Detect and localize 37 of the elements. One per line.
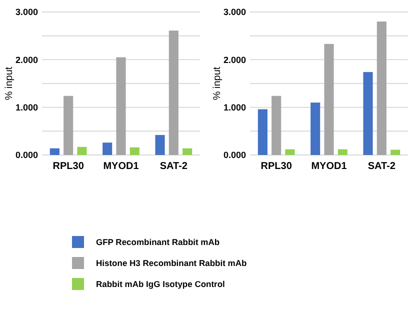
- bar: [130, 147, 140, 155]
- x-tick-label: MYOD1: [311, 161, 348, 172]
- bar: [182, 148, 192, 155]
- legend-label: Histone H3 Recombinant Rabbit mAb: [96, 258, 247, 268]
- y-tick-label: 0.000: [223, 150, 246, 160]
- legend-label: Rabbit mAb IgG Isotype Control: [96, 278, 225, 289]
- bar: [168, 30, 178, 155]
- y-tick-label: 3.000: [223, 7, 246, 18]
- y-tick-label: 1.000: [15, 102, 38, 112]
- x-tick-label: RPL30: [52, 161, 84, 172]
- legend-label: GFP Recombinant Rabbit mAb: [96, 236, 220, 247]
- x-tick-label: SAT-2: [368, 161, 396, 172]
- bar: [376, 22, 386, 155]
- bar: [285, 149, 295, 155]
- bar: [155, 134, 165, 155]
- y-axis-title: % input: [212, 66, 223, 100]
- bar: [258, 109, 268, 155]
- x-tick-label: RPL30: [260, 161, 292, 172]
- y-tick-label: 0.000: [15, 150, 38, 160]
- bar: [310, 102, 320, 155]
- y-tick-label: 2.000: [223, 54, 246, 65]
- y-axis-title: % input: [4, 66, 15, 100]
- bar: [64, 96, 74, 155]
- bar: [390, 150, 400, 155]
- bar: [77, 146, 87, 155]
- bar: [102, 142, 112, 155]
- bar: [116, 57, 126, 155]
- bar: [363, 72, 373, 155]
- bar: [324, 44, 334, 155]
- y-tick-label: 1.000: [223, 102, 246, 112]
- y-tick-label: 2.000: [15, 54, 38, 65]
- bar: [50, 148, 60, 155]
- bar: [272, 96, 282, 155]
- x-tick-label: SAT-2: [160, 161, 188, 172]
- y-tick-label: 3.000: [15, 7, 38, 18]
- x-tick-label: MYOD1: [103, 161, 140, 172]
- bar: [338, 149, 348, 155]
